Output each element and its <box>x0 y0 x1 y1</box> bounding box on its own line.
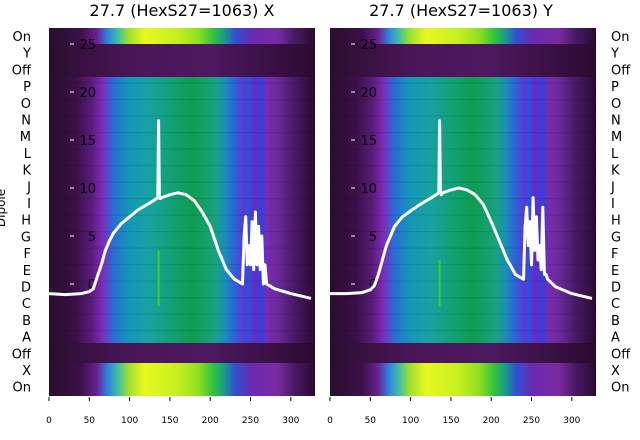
category-label: Off <box>12 63 32 78</box>
x-tick-label: 200 <box>202 416 219 426</box>
trace-tick-label: 15 <box>79 134 96 149</box>
trace-tick-label: 5 <box>88 230 96 245</box>
trace-tick-labels: 25 20 15 10 5 0 <box>70 38 96 293</box>
panel-x-title: 27.7 (HexS27=1063) X <box>90 1 275 20</box>
x-tick-label: 150 <box>161 416 178 426</box>
x-tick-label: 0 <box>327 416 333 426</box>
trace-layer <box>48 119 312 300</box>
trace-tick-label: 25 <box>360 38 377 53</box>
category-label: G <box>611 230 621 245</box>
category-label: J <box>26 180 31 195</box>
category-label: C <box>611 297 620 312</box>
trace-tick-label: 20 <box>360 86 377 101</box>
x-tick-labels: 0 50 100 150 200 250 300 <box>327 397 581 426</box>
category-label: Y <box>22 47 31 62</box>
category-label: E <box>23 264 31 279</box>
trace-tick-label: 10 <box>360 182 377 197</box>
category-label: K <box>22 164 31 179</box>
x-tick-label: 300 <box>282 416 299 426</box>
category-label: L <box>611 147 619 162</box>
category-label: A <box>22 331 31 346</box>
category-label: Off <box>611 63 631 78</box>
trace-tick-label: 15 <box>360 134 377 149</box>
x-tick-label: 250 <box>523 416 540 426</box>
heatmap-row-texture <box>49 77 315 343</box>
trace-tick-label: 0 <box>88 278 96 293</box>
panel-y: 27.7 (HexS27=1063) Y OnYOffPONMLKJIHGFED… <box>327 1 631 426</box>
heatmap-top-bright-band <box>49 28 315 44</box>
y-axis-label: Dipole <box>0 189 8 227</box>
category-label: F <box>24 247 31 262</box>
x-tick-labels: 0 50 100 150 200 250 300 <box>46 397 300 426</box>
category-label: H <box>21 214 31 229</box>
category-label: O <box>21 97 31 112</box>
category-label: O <box>611 97 621 112</box>
category-label: P <box>611 80 619 95</box>
category-label: On <box>13 30 31 45</box>
category-label: A <box>611 331 620 346</box>
heatmap-bottom-off-band <box>330 343 596 363</box>
trace-tick-label: 5 <box>369 230 377 245</box>
category-label: On <box>611 30 629 45</box>
heatmap-top-off-band <box>330 44 596 77</box>
category-label: Off <box>611 347 631 362</box>
heatmap-bottom-bright-band <box>330 363 596 396</box>
x-tick-label: 200 <box>483 416 500 426</box>
x-tick-label: 50 <box>365 416 377 426</box>
category-label: D <box>611 281 621 296</box>
category-label: G <box>21 230 31 245</box>
x-tick-label: 100 <box>402 416 419 426</box>
category-label: On <box>611 381 629 396</box>
category-label: C <box>22 297 31 312</box>
trace-line <box>48 119 312 300</box>
x-tick-label: 0 <box>46 416 52 426</box>
category-label: I <box>27 197 31 212</box>
category-label: Off <box>12 347 32 362</box>
category-label: N <box>21 114 31 129</box>
x-tick-label: 250 <box>242 416 259 426</box>
category-label: B <box>611 314 620 329</box>
category-label: B <box>22 314 31 329</box>
trace-layer <box>330 119 593 300</box>
category-label: N <box>611 114 621 129</box>
trace-line <box>330 119 593 300</box>
x-tick-label: 50 <box>84 416 96 426</box>
x-tick-label: 100 <box>121 416 138 426</box>
trace-tick-label: 20 <box>79 86 96 101</box>
heatmap-top-bright-band <box>330 28 596 44</box>
category-label: H <box>611 214 621 229</box>
category-label: F <box>611 247 618 262</box>
heatmap-bottom-bright-band <box>49 363 315 396</box>
x-tick-label: 300 <box>563 416 580 426</box>
category-label: M <box>20 130 31 145</box>
panel-y-title: 27.7 (HexS27=1063) Y <box>369 1 553 20</box>
category-label: P <box>23 80 31 95</box>
heatmap-top-off-band <box>49 44 315 77</box>
heatmap-row-texture <box>330 77 596 343</box>
x-tick-label: 150 <box>442 416 459 426</box>
category-label: I <box>611 197 615 212</box>
trace-tick-label: 25 <box>79 38 96 53</box>
category-label: D <box>21 281 31 296</box>
heatmap-bottom-off-band <box>49 343 315 363</box>
category-label: X <box>22 364 31 379</box>
category-label: Y <box>610 47 619 62</box>
category-label: E <box>611 264 619 279</box>
panel-x: 27.7 (HexS27=1063) X Dipole OnYOffPONMLK… <box>0 1 315 426</box>
category-label: X <box>611 364 620 379</box>
category-label: K <box>611 164 620 179</box>
category-label: L <box>24 147 32 162</box>
trace-tick-label: 10 <box>79 182 96 197</box>
category-label: On <box>13 381 31 396</box>
category-label: J <box>610 180 615 195</box>
category-label: M <box>611 130 622 145</box>
